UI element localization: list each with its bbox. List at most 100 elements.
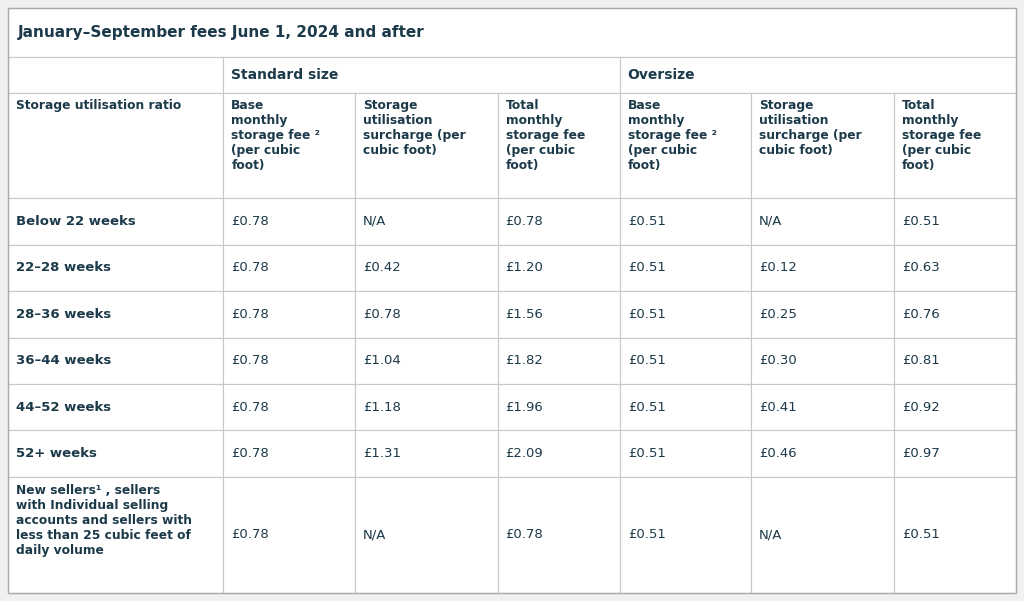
Bar [223,430,354,477]
Bar [354,245,498,291]
Bar [751,430,894,477]
Bar [223,56,620,93]
Text: N/A: N/A [362,215,386,228]
Text: £0.51: £0.51 [628,261,666,275]
Bar [498,477,620,593]
Bar [620,93,751,198]
Text: £1.56: £1.56 [506,308,544,321]
Text: £0.51: £0.51 [628,447,666,460]
Bar [620,430,751,477]
Text: £0.78: £0.78 [231,401,269,413]
Text: 22–28 weeks: 22–28 weeks [16,261,111,275]
Bar [223,477,354,593]
Text: £0.78: £0.78 [506,215,544,228]
Bar [894,338,1016,384]
Bar [498,245,620,291]
Text: £0.41: £0.41 [759,401,797,413]
Bar [8,56,223,93]
Bar [354,198,498,245]
Text: £0.78: £0.78 [506,528,544,542]
Bar [620,338,751,384]
Text: Storage utilisation ratio: Storage utilisation ratio [16,99,181,112]
Bar [751,245,894,291]
Bar [894,198,1016,245]
Bar [223,291,354,338]
Text: 52+ weeks: 52+ weeks [16,447,97,460]
Text: N/A: N/A [759,528,782,542]
Text: £0.63: £0.63 [902,261,940,275]
Bar [894,384,1016,430]
Text: January–September fees June 1, 2024 and after: January–September fees June 1, 2024 and … [18,25,425,40]
Text: £1.31: £1.31 [362,447,400,460]
Bar [498,430,620,477]
Bar [620,477,751,593]
Bar [223,384,354,430]
Bar [620,291,751,338]
Bar [620,198,751,245]
Bar [620,384,751,430]
Bar [498,338,620,384]
Bar [751,198,894,245]
Text: £0.78: £0.78 [231,308,269,321]
Bar [498,198,620,245]
Text: 28–36 weeks: 28–36 weeks [16,308,112,321]
Text: 44–52 weeks: 44–52 weeks [16,401,112,413]
Text: £0.76: £0.76 [902,308,940,321]
Bar [354,93,498,198]
Text: Base
monthly
storage fee ²
(per cubic
foot): Base monthly storage fee ² (per cubic fo… [231,99,321,172]
Bar [8,245,223,291]
Text: £0.51: £0.51 [628,354,666,367]
Text: Below 22 weeks: Below 22 weeks [16,215,136,228]
Text: £0.30: £0.30 [759,354,797,367]
Bar [8,384,223,430]
Bar [498,291,620,338]
Bar [354,291,498,338]
Bar [751,291,894,338]
Bar [8,477,223,593]
Text: £0.92: £0.92 [902,401,940,413]
Bar [620,56,1016,93]
Bar [223,245,354,291]
Text: £0.78: £0.78 [231,528,269,542]
Bar [223,338,354,384]
Bar [223,198,354,245]
Text: £2.09: £2.09 [506,447,544,460]
Text: N/A: N/A [759,215,782,228]
Bar [223,93,354,198]
Bar [354,338,498,384]
Text: £0.42: £0.42 [362,261,400,275]
Bar [751,477,894,593]
Bar [354,477,498,593]
Bar [894,430,1016,477]
Text: £0.51: £0.51 [902,215,940,228]
Bar [751,93,894,198]
Bar [354,430,498,477]
Text: £0.51: £0.51 [628,528,666,542]
Bar [751,338,894,384]
Text: £0.51: £0.51 [628,215,666,228]
Bar [620,245,751,291]
Text: Storage
utilisation
surcharge (per
cubic foot): Storage utilisation surcharge (per cubic… [759,99,862,157]
Text: Total
monthly
storage fee
(per cubic
foot): Total monthly storage fee (per cubic foo… [506,99,585,172]
Text: £0.51: £0.51 [902,528,940,542]
Text: Base
monthly
storage fee ²
(per cubic
foot): Base monthly storage fee ² (per cubic fo… [628,99,717,172]
Text: 36–44 weeks: 36–44 weeks [16,354,112,367]
Text: Storage
utilisation
surcharge (per
cubic foot): Storage utilisation surcharge (per cubic… [362,99,466,157]
Bar [498,93,620,198]
Text: £0.78: £0.78 [231,354,269,367]
Text: £0.78: £0.78 [231,215,269,228]
Text: £1.18: £1.18 [362,401,400,413]
Bar [8,93,223,198]
Bar [8,338,223,384]
Text: £0.78: £0.78 [231,261,269,275]
Bar [894,93,1016,198]
Bar [8,198,223,245]
Text: £1.04: £1.04 [362,354,400,367]
Text: £1.20: £1.20 [506,261,544,275]
Text: £0.12: £0.12 [759,261,797,275]
Text: £0.46: £0.46 [759,447,797,460]
Bar [8,8,1016,56]
Bar [8,430,223,477]
Text: Standard size: Standard size [231,68,339,82]
Text: N/A: N/A [362,528,386,542]
